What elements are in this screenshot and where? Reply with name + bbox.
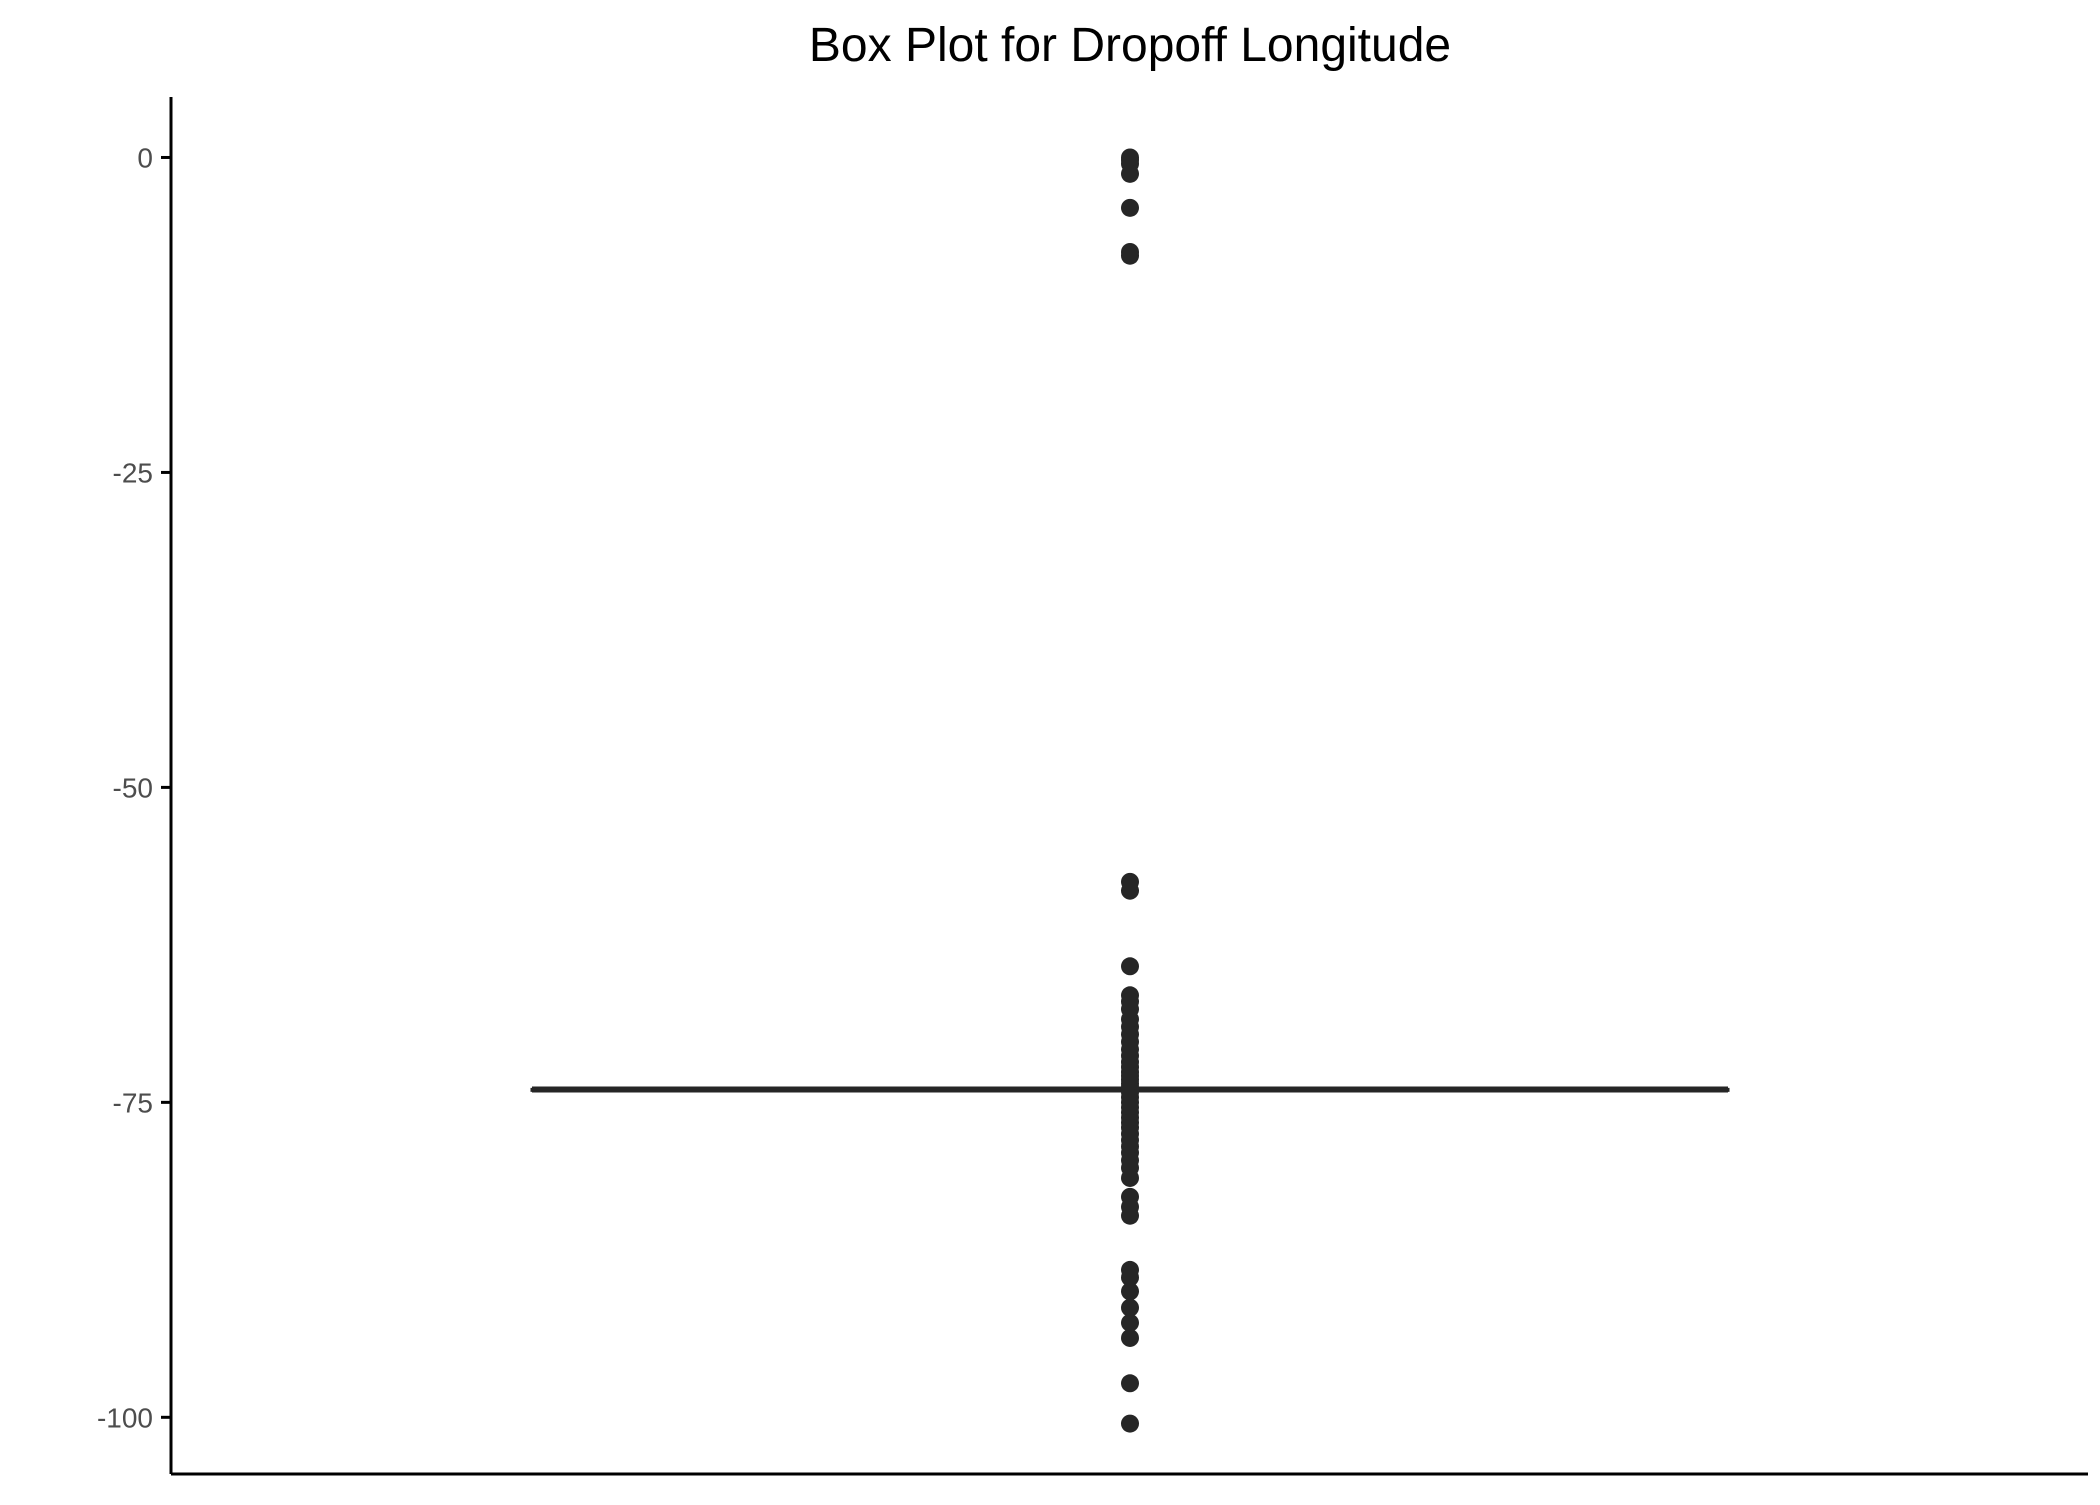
plot-area <box>530 148 1730 1433</box>
axes: 0 -25 -50 -75 -100 <box>97 97 2088 1476</box>
outlier-point <box>1121 1282 1139 1301</box>
outlier-point <box>1121 1168 1139 1187</box>
y-tick-label: -50 <box>113 772 153 803</box>
outlier-point <box>1121 881 1139 900</box>
outlier-point <box>1121 1268 1139 1287</box>
y-tick-label: -100 <box>97 1402 153 1433</box>
outlier-point <box>1121 957 1139 976</box>
outlier-point <box>1121 1298 1139 1317</box>
outlier-point <box>1121 164 1139 183</box>
outlier-point <box>1121 198 1139 217</box>
outlier-point <box>1121 1328 1139 1347</box>
outlier-point <box>1121 1374 1139 1393</box>
outlier-point <box>1121 246 1139 265</box>
outlier-point <box>1121 1206 1139 1225</box>
y-tick-label: 0 <box>137 142 153 173</box>
y-tick-label: -25 <box>113 457 153 488</box>
outlier-point <box>1121 1414 1139 1433</box>
chart-title: Box Plot for Dropoff Longitude <box>809 19 1451 72</box>
y-tick-label: -75 <box>113 1087 153 1118</box>
outlier-point <box>1121 1313 1139 1332</box>
